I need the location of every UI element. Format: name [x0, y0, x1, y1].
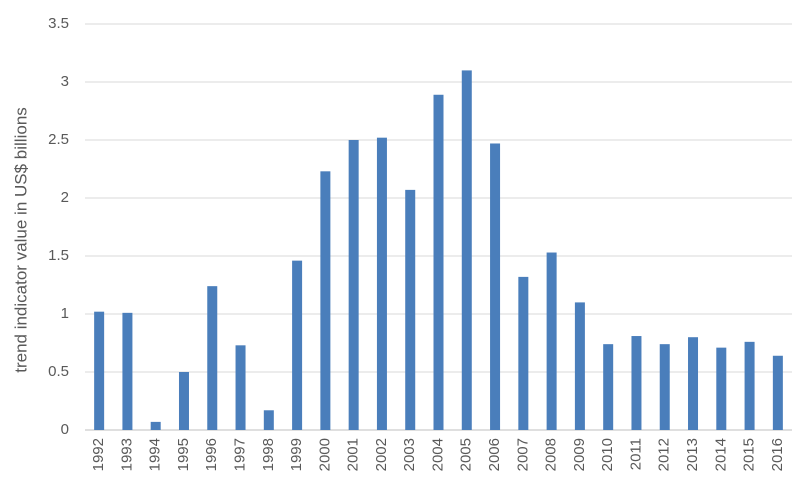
x-tick-label: 2006 [486, 438, 503, 471]
bar [631, 336, 642, 430]
y-tick-label: 3 [61, 73, 69, 90]
x-tick-label: 2008 [543, 438, 560, 471]
x-tick-label: 2012 [656, 438, 673, 471]
bar [490, 143, 501, 431]
bar [688, 337, 699, 430]
bar [178, 372, 189, 430]
x-tick-label: 1997 [232, 438, 249, 471]
bar [348, 140, 359, 430]
x-tick-label: 2014 [712, 438, 729, 471]
bar [122, 312, 133, 430]
x-tick-label: 2005 [458, 438, 475, 471]
x-tick-label: 2009 [571, 438, 588, 471]
bar [292, 260, 303, 430]
x-tick-label: 1999 [288, 438, 305, 471]
x-tick-label: 1993 [118, 438, 135, 471]
x-tick-label: 2011 [627, 438, 644, 470]
x-tick-label: 2004 [429, 438, 446, 471]
bar [235, 345, 246, 430]
x-tick-label: 1995 [175, 438, 192, 471]
y-axis-label: trend indicator value in US$ billions [11, 107, 30, 373]
bar [659, 344, 670, 430]
x-tick-label: 1996 [203, 438, 220, 471]
bar [405, 189, 416, 430]
y-tick-label: 2.5 [48, 131, 69, 148]
bar [603, 344, 614, 430]
y-tick-label: 1.5 [48, 247, 69, 264]
x-tick-label: 1994 [147, 438, 164, 471]
bar [207, 286, 218, 430]
x-tick-label: 2015 [741, 438, 758, 471]
bar [574, 302, 585, 430]
y-tick-label: 1 [61, 305, 69, 322]
bar [546, 252, 557, 430]
bar [320, 171, 331, 430]
y-tick-label: 0.5 [48, 363, 69, 380]
y-tick-label: 3.5 [48, 15, 69, 32]
x-tick-label: 1998 [260, 438, 277, 471]
x-tick-label: 2007 [514, 438, 531, 471]
x-tick-label: 1992 [90, 438, 107, 471]
bar [518, 276, 529, 430]
bar [433, 94, 444, 430]
bar [376, 137, 387, 430]
x-tick-label: 2002 [373, 438, 390, 471]
bar [263, 410, 274, 430]
bar [94, 311, 105, 430]
bar [772, 355, 783, 430]
x-tick-label: 2016 [769, 438, 786, 471]
x-tick-label: 2013 [684, 438, 701, 471]
x-tick-label: 2000 [316, 438, 333, 471]
bar [744, 341, 755, 430]
x-tick-label: 2010 [599, 438, 616, 471]
bar [716, 347, 727, 430]
bar [150, 421, 161, 430]
y-tick-label: 0 [61, 421, 69, 438]
bar [461, 70, 472, 431]
x-tick-label: 2003 [401, 438, 418, 471]
x-tick-label: 2001 [345, 438, 362, 471]
y-tick-label: 2 [61, 189, 69, 206]
